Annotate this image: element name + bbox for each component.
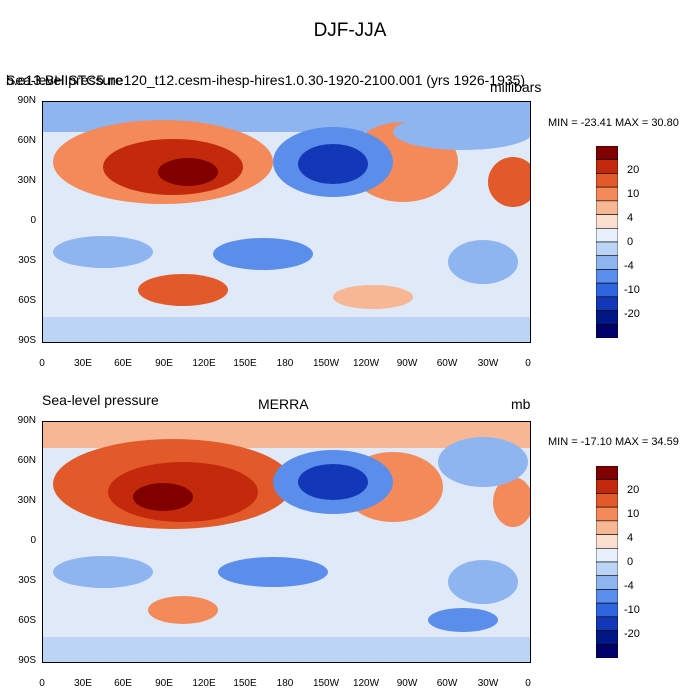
lon-tick: 60W — [436, 358, 458, 369]
panel-2-center-title: MERRA — [258, 396, 309, 412]
lat-tick: 60N — [17, 135, 36, 146]
panel-2-map — [42, 421, 531, 663]
colorbar-swatch — [596, 479, 618, 494]
colorbar-swatch — [596, 616, 618, 631]
lat-tick: 90S — [18, 335, 36, 346]
colorbar-swatch — [596, 241, 618, 257]
colorbar-label: 0 — [627, 236, 634, 248]
figure-title: DJF-JJA — [313, 20, 387, 41]
colorbar-swatch — [596, 269, 618, 284]
lon-tick: 90E — [155, 358, 173, 369]
colorbar-label: -20 — [624, 628, 640, 640]
lon-tick: 180 — [276, 678, 294, 689]
panel-1-right-title: millibars — [490, 79, 542, 95]
lon-tick: 120E — [192, 678, 216, 689]
lon-tick: 120W — [352, 678, 380, 689]
lon-tick: 30E — [74, 358, 92, 369]
lat-tick: 60S — [18, 615, 36, 626]
colorbar-swatch — [596, 547, 618, 563]
lat-tick: 60N — [17, 455, 36, 466]
colorbar-swatch — [596, 589, 618, 604]
colorbar-swatch — [596, 310, 618, 325]
colorbar-label: -20 — [624, 308, 640, 320]
lon-tick: 90E — [155, 678, 173, 689]
panel-1-center-title: b.e13.BHISTC5.ne120_t12.cesm-ihesp-hires… — [6, 72, 526, 88]
lon-tick: 0 — [525, 358, 531, 369]
colorbar-swatch — [596, 282, 618, 298]
lon-tick: 0 — [39, 358, 45, 369]
colorbar-swatch — [596, 466, 618, 481]
colorbar-swatch — [596, 602, 618, 618]
lon-tick: 180 — [276, 358, 294, 369]
colorbar-label: 4 — [627, 532, 634, 544]
lon-tick: 60W — [436, 678, 458, 689]
colorbar-label: -4 — [624, 260, 634, 272]
colorbar-swatch — [596, 227, 618, 243]
lat-tick: 30S — [18, 255, 36, 266]
lat-tick: 60S — [18, 295, 36, 306]
colorbar-swatch — [596, 493, 618, 508]
lat-tick: 90N — [17, 415, 36, 426]
lon-tick: 60E — [114, 678, 132, 689]
panel-1-left-title: Sea-level pressure — [6, 72, 123, 88]
panel-2-right-title: mb — [511, 396, 531, 412]
colorbar-swatch — [596, 575, 618, 590]
lon-tick: 30W — [477, 358, 499, 369]
lon-tick: 150W — [312, 678, 340, 689]
colorbar-swatch — [596, 323, 618, 338]
lat-tick: 30S — [18, 575, 36, 586]
colorbar-swatch — [596, 159, 618, 174]
lon-tick: 120W — [352, 358, 380, 369]
colorbar-label: -4 — [624, 580, 634, 592]
lat-tick: 90N — [17, 95, 36, 106]
colorbar-swatch — [596, 643, 618, 658]
colorbar-swatch — [596, 255, 618, 270]
colorbar-label: -10 — [624, 284, 640, 296]
colorbar-swatch — [596, 561, 618, 577]
panel-2-minmax: MIN = -17.10 MAX = 34.59 — [548, 436, 679, 448]
colorbar-label: 0 — [627, 556, 634, 568]
lon-tick: 120E — [192, 358, 216, 369]
colorbar-swatch — [596, 296, 618, 311]
lon-tick: 150W — [312, 358, 340, 369]
colorbar-swatch — [596, 186, 618, 202]
colorbar-label: 10 — [627, 508, 640, 520]
panel-2-colorbar — [596, 466, 618, 658]
colorbar-swatch — [596, 520, 618, 535]
panel-1-minmax: MIN = -23.41 MAX = 30.80 — [548, 117, 679, 129]
lat-tick: 30N — [17, 495, 36, 506]
colorbar-label: 20 — [627, 484, 640, 496]
colorbar-label: 4 — [627, 212, 634, 224]
lon-tick: 90W — [396, 678, 418, 689]
colorbar-swatch — [596, 506, 618, 522]
colorbar-swatch — [596, 534, 618, 549]
lat-tick: 30N — [17, 175, 36, 186]
colorbar-swatch — [596, 630, 618, 645]
lon-tick: 30E — [74, 678, 92, 689]
colorbar-swatch — [596, 173, 618, 188]
colorbar-label: 20 — [627, 164, 640, 176]
panel-1-map — [42, 101, 531, 343]
lat-tick: 0 — [30, 215, 36, 226]
lon-tick: 90W — [396, 358, 418, 369]
colorbar-swatch — [596, 214, 618, 229]
lon-tick: 150E — [233, 358, 257, 369]
panel-2-left-title: Sea-level pressure — [42, 392, 159, 408]
panel-1-colorbar — [596, 146, 618, 338]
lon-tick: 0 — [39, 678, 45, 689]
lat-tick: 90S — [18, 655, 36, 666]
colorbar-swatch — [596, 146, 618, 161]
lon-tick: 60E — [114, 358, 132, 369]
lon-tick: 30W — [477, 678, 499, 689]
lat-tick: 0 — [30, 535, 36, 546]
lon-tick: 150E — [233, 678, 257, 689]
colorbar-label: 10 — [627, 188, 640, 200]
lon-tick: 0 — [525, 678, 531, 689]
colorbar-label: -10 — [624, 604, 640, 616]
colorbar-swatch — [596, 200, 618, 215]
